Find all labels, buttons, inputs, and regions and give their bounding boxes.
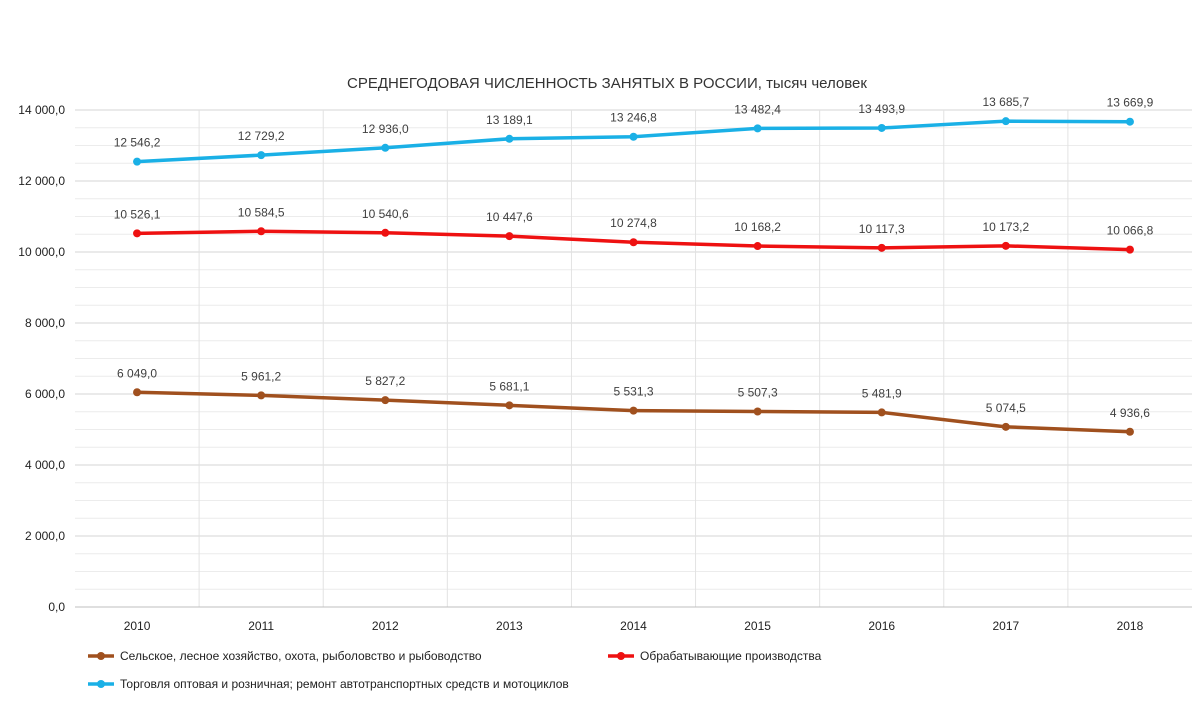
legend: Сельское, лесное хозяйство, охота, рыбол… — [88, 649, 822, 691]
data-point — [257, 391, 266, 400]
legend-swatch-marker — [617, 652, 625, 660]
data-point — [133, 229, 142, 238]
data-labels: 6 049,0 5 961,2 5 827,2 5 681,1 5 531,3 5 507… — [114, 95, 1154, 420]
legend-entry-label: Сельское, лесное хозяйство, охота, рыбол… — [120, 649, 482, 663]
data-point — [877, 243, 886, 252]
chart-title: СРЕДНЕГОДОВАЯ ЧИСЛЕННОСТЬ ЗАНЯТЫХ В РОСС… — [347, 75, 867, 92]
data-point — [505, 401, 514, 410]
x-tick-label: 2015 — [744, 619, 771, 633]
y-tick-label: 8 000,0 — [25, 316, 65, 330]
y-tick-label: 2 000,0 — [25, 529, 65, 543]
data-label: 4 936,6 — [1110, 406, 1150, 420]
series-layer — [133, 117, 1134, 436]
data-label: 12 936,0 — [362, 122, 409, 136]
data-label: 10 066,8 — [1107, 224, 1154, 238]
y-tick-label: 4 000,0 — [25, 458, 65, 472]
data-label: 10 173,2 — [982, 220, 1029, 234]
data-label: 10 274,8 — [610, 216, 657, 230]
x-tick-label: 2010 — [124, 619, 151, 633]
data-label: 13 246,8 — [610, 111, 657, 125]
data-point — [877, 123, 886, 132]
data-point — [257, 151, 266, 160]
data-label: 5 507,3 — [738, 385, 778, 399]
data-point — [505, 134, 514, 143]
x-tick-label: 2016 — [868, 619, 895, 633]
data-label: 13 189,1 — [486, 113, 533, 127]
data-label: 12 546,2 — [114, 136, 161, 150]
data-label: 10 168,2 — [734, 220, 781, 234]
legend-swatch-marker — [97, 680, 105, 688]
series-line — [135, 119, 1132, 164]
legend-swatch-marker — [97, 652, 105, 660]
data-label: 13 493,9 — [858, 102, 905, 116]
data-label: 10 526,1 — [114, 207, 161, 221]
data-label: 5 074,5 — [986, 401, 1026, 415]
data-point — [505, 232, 514, 241]
data-label: 6 049,0 — [117, 366, 157, 380]
data-point — [877, 408, 886, 417]
data-point — [257, 227, 266, 236]
x-tick-label: 2011 — [248, 619, 274, 633]
data-point — [629, 132, 638, 141]
data-point — [753, 242, 762, 251]
y-tick-label: 12 000,0 — [18, 174, 65, 188]
y-tick-label: 0,0 — [48, 600, 65, 614]
y-tick-label: 10 000,0 — [18, 245, 65, 259]
data-point — [381, 396, 390, 405]
data-point — [133, 157, 142, 166]
data-point — [381, 143, 390, 152]
data-label: 10 447,6 — [486, 210, 533, 224]
data-label: 10 117,3 — [859, 222, 905, 236]
data-label: 5 961,2 — [241, 369, 281, 383]
data-label: 5 481,9 — [862, 386, 902, 400]
data-label: 10 540,6 — [362, 207, 409, 221]
data-label: 13 669,9 — [1107, 96, 1154, 110]
data-point — [629, 406, 638, 415]
x-tick-label: 2013 — [496, 619, 523, 633]
data-point — [1001, 422, 1010, 431]
data-point — [629, 238, 638, 247]
data-point — [1001, 117, 1010, 126]
data-label: 12 729,2 — [238, 129, 285, 143]
x-tick-label: 2014 — [620, 619, 647, 633]
data-point — [1125, 245, 1134, 254]
data-point — [381, 228, 390, 237]
y-tick-label: 14 000,0 — [18, 103, 65, 117]
data-point — [1125, 117, 1134, 126]
data-label: 5 827,2 — [365, 374, 405, 388]
gridlines — [75, 109, 1192, 608]
data-label: 13 482,4 — [734, 102, 781, 116]
data-point — [133, 388, 142, 397]
legend-entry-label: Торговля оптовая и розничная; ремонт авт… — [120, 677, 569, 691]
data-point — [753, 124, 762, 133]
data-point — [1001, 241, 1010, 250]
y-tick-label: 6 000,0 — [25, 387, 65, 401]
data-label: 5 531,3 — [613, 385, 653, 399]
data-point — [753, 407, 762, 416]
x-tick-label: 2017 — [992, 619, 1019, 633]
x-tick-label: 2018 — [1117, 619, 1144, 633]
legend-entry-label: Обрабатывающие производства — [640, 649, 822, 663]
data-label: 5 681,1 — [489, 379, 529, 393]
data-label: 13 685,7 — [982, 95, 1029, 109]
axes: 0,0 2 000,0 4 000,0 6 000,0 8 000,0 10 000,0 1… — [18, 103, 1192, 633]
data-point — [1125, 427, 1134, 436]
data-label: 10 584,5 — [238, 205, 285, 219]
x-tick-label: 2012 — [372, 619, 399, 633]
